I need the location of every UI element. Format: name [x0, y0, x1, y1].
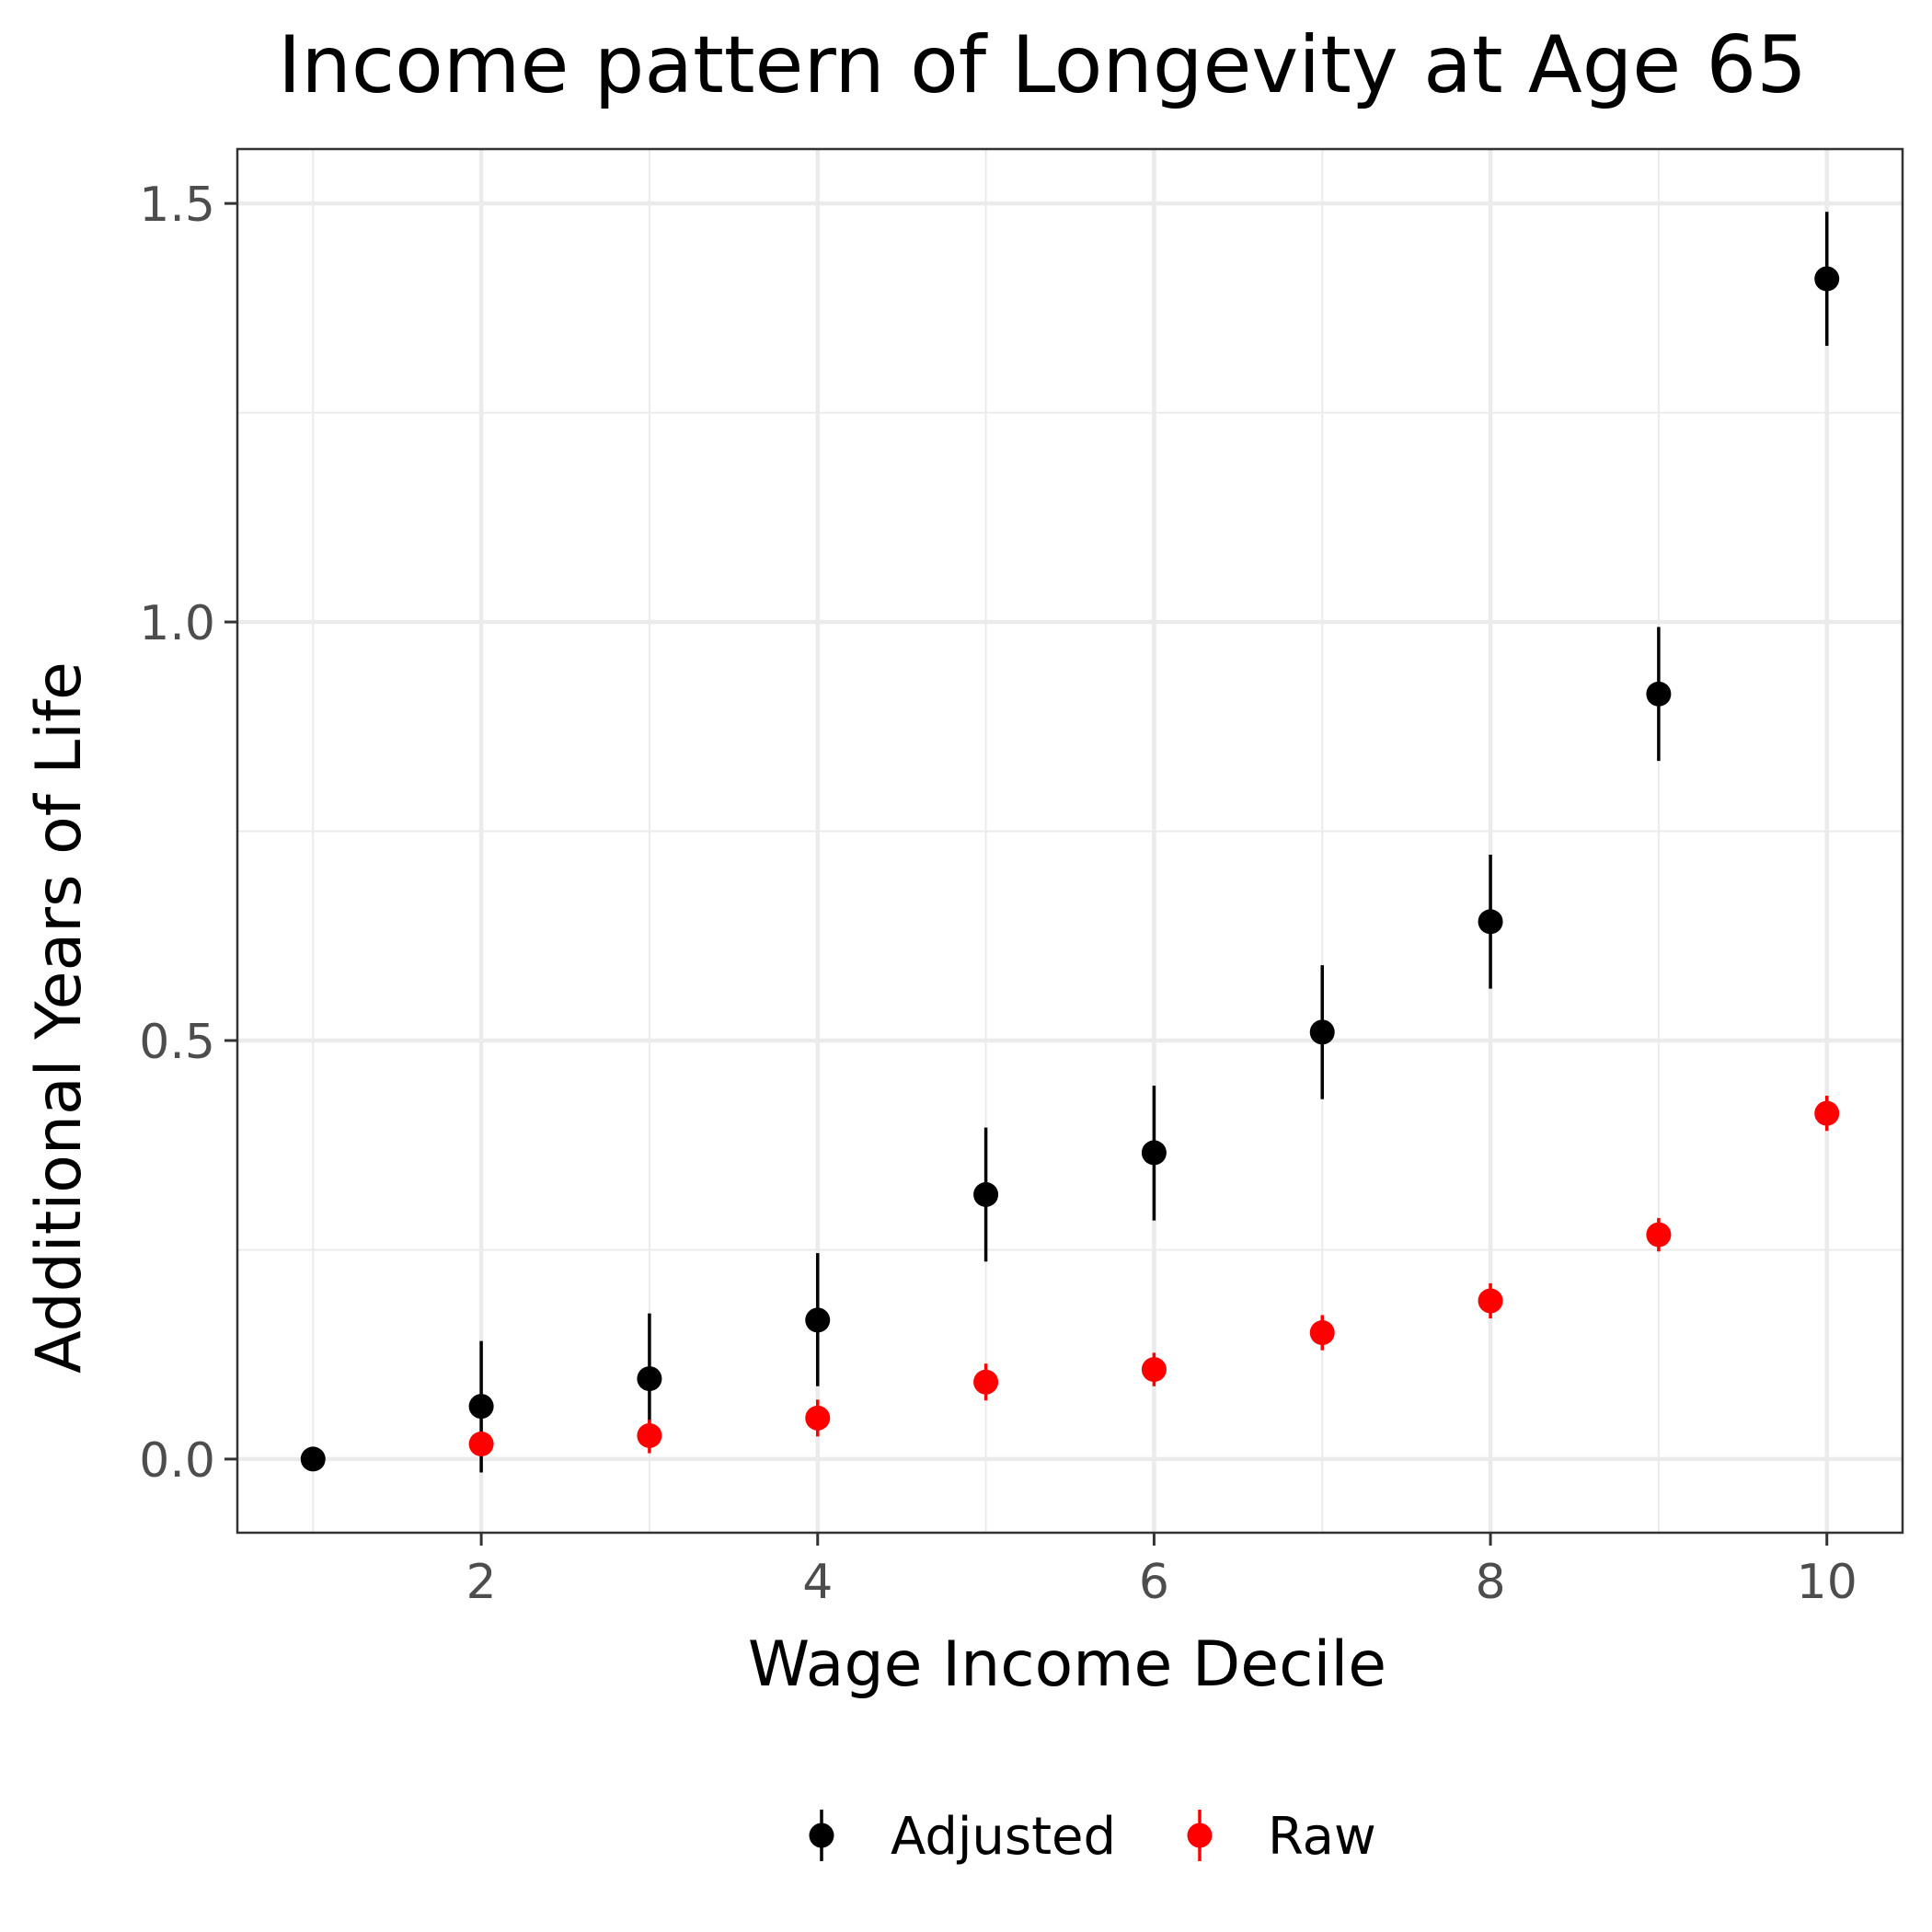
data-point: [1141, 1140, 1167, 1166]
legend-item-raw: Raw: [1187, 1807, 1376, 1867]
data-point: [973, 1369, 999, 1395]
legend-label: Raw: [1268, 1807, 1376, 1867]
data-point: [1309, 1019, 1335, 1045]
axes: 2 4 6 8 10 0.0 0.5 1.0 1.5: [139, 178, 1857, 1610]
data-point: [1814, 266, 1840, 292]
series-adjusted: [300, 212, 1840, 1473]
data-point: [637, 1366, 662, 1392]
legend-label: Adjusted: [891, 1807, 1116, 1867]
x-axis-title: Wage Income Decile: [748, 1628, 1386, 1701]
data-point: [805, 1405, 831, 1431]
data-points: [300, 212, 1840, 1473]
series-raw: [468, 1096, 1840, 1457]
chart-title: Income pattern of Longevity at Age 65: [278, 19, 1807, 111]
data-point: [468, 1394, 494, 1420]
data-point: [300, 1446, 326, 1472]
y-axis-title: Additional Years of Life: [23, 661, 96, 1374]
x-tick-label: 10: [1797, 1555, 1857, 1610]
x-tick-label: 8: [1476, 1555, 1506, 1610]
y-tick-label: 1.0: [139, 596, 215, 651]
data-point: [1141, 1357, 1167, 1383]
grid: [237, 149, 1903, 1533]
legend-item-adjusted: Adjusted: [809, 1807, 1116, 1867]
x-tick-label: 6: [1139, 1555, 1169, 1610]
x-tick-label: 2: [466, 1555, 497, 1610]
y-tick-label: 1.5: [139, 178, 215, 233]
plot-panel-border: [236, 147, 1904, 1535]
data-point: [973, 1181, 999, 1207]
plot-panel-background: [237, 149, 1903, 1533]
data-point: [1309, 1320, 1335, 1346]
data-point: [637, 1422, 662, 1448]
data-point: [1478, 909, 1503, 935]
legend-key-point: [809, 1823, 834, 1848]
y-tick-label: 0.0: [139, 1433, 215, 1489]
x-tick-label: 4: [802, 1555, 833, 1610]
data-point: [1814, 1100, 1840, 1126]
legend: Adjusted Raw: [809, 1807, 1376, 1867]
data-point: [1646, 1222, 1672, 1248]
data-point: [805, 1307, 831, 1333]
data-point: [1646, 681, 1672, 707]
data-point: [468, 1432, 494, 1457]
data-point: [1478, 1288, 1503, 1314]
legend-key-point: [1187, 1823, 1213, 1848]
y-tick-label: 0.5: [139, 1015, 215, 1070]
